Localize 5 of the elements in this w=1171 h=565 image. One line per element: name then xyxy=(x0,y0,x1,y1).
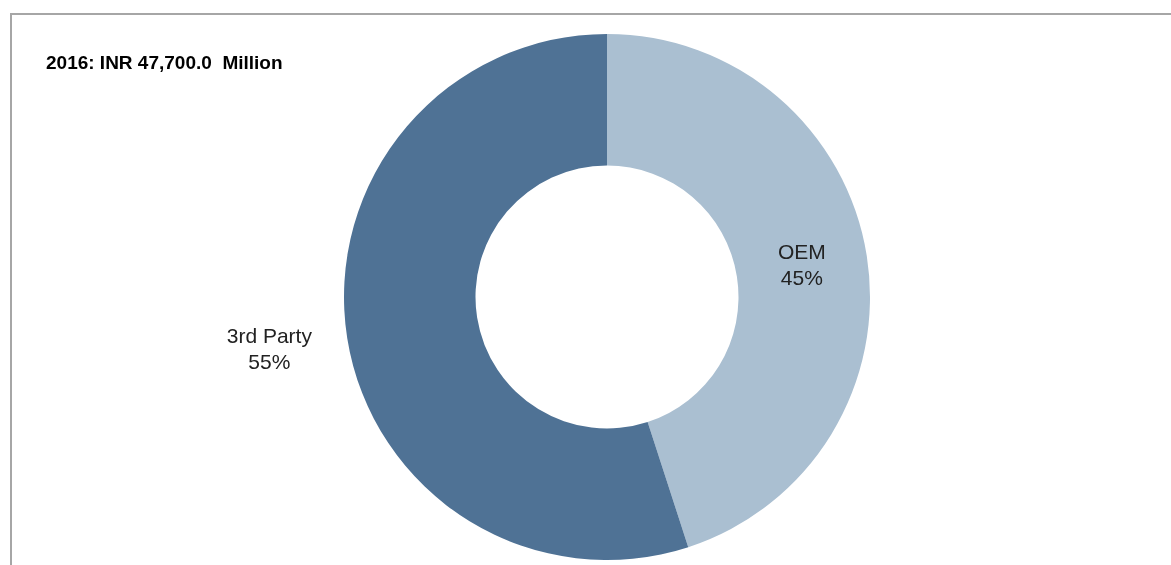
text: 2016: INR 47,700.0 Million xyxy=(46,52,283,74)
slice-label: OEM xyxy=(777,239,826,263)
data-label: 45% xyxy=(780,265,823,289)
data-label: 55% xyxy=(248,350,291,374)
slice-label: 3rd Party xyxy=(226,324,313,348)
